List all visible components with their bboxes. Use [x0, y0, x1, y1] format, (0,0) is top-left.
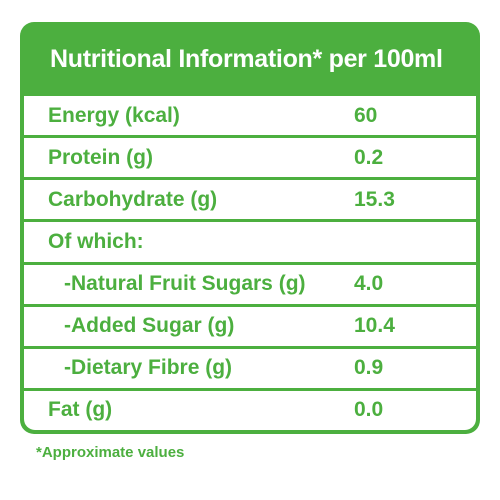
- row-value: 0.9: [354, 356, 384, 380]
- nutrition-row-natural-fruit-sugars: -Natural Fruit Sugars (g) 4.0: [24, 265, 476, 307]
- row-value: 0.0: [354, 398, 384, 422]
- nutrition-row-carbohydrate: Carbohydrate (g) 15.3: [24, 180, 476, 223]
- nutrition-title: Nutritional Information* per 100ml: [50, 44, 443, 73]
- row-value: 4.0: [354, 272, 384, 296]
- nutrition-row-added-sugar: -Added Sugar (g) 10.4: [24, 307, 476, 349]
- nutrition-table: Energy (kcal) 60 Protein (g) 0.2 Carbohy…: [24, 96, 476, 430]
- row-value: 10.4: [354, 314, 395, 338]
- row-label: Protein (g): [48, 145, 153, 169]
- row-label: Fat (g): [48, 398, 113, 422]
- row-value: 60: [354, 103, 378, 127]
- row-label: Carbohydrate (g): [48, 187, 218, 211]
- row-label: Of which:: [48, 229, 144, 253]
- nutrition-row-protein: Protein (g) 0.2: [24, 138, 476, 181]
- row-label: -Natural Fruit Sugars (g): [64, 272, 306, 296]
- row-value: 15.3: [354, 187, 395, 211]
- row-label: -Dietary Fibre (g): [64, 356, 233, 380]
- nutrition-row-fat: Fat (g) 0.0: [24, 391, 476, 430]
- row-label: Energy (kcal): [48, 103, 180, 127]
- nutrition-row-dietary-fibre: -Dietary Fibre (g) 0.9: [24, 349, 476, 391]
- footnote: *Approximate values: [36, 444, 185, 461]
- nutrition-row-energy: Energy (kcal) 60: [24, 96, 476, 139]
- nutrition-row-of-which: Of which:: [24, 222, 476, 265]
- row-value: 0.2: [354, 145, 384, 169]
- row-label: -Added Sugar (g): [64, 314, 235, 338]
- nutrition-panel: Nutritional Information* per 100ml Energ…: [20, 22, 480, 434]
